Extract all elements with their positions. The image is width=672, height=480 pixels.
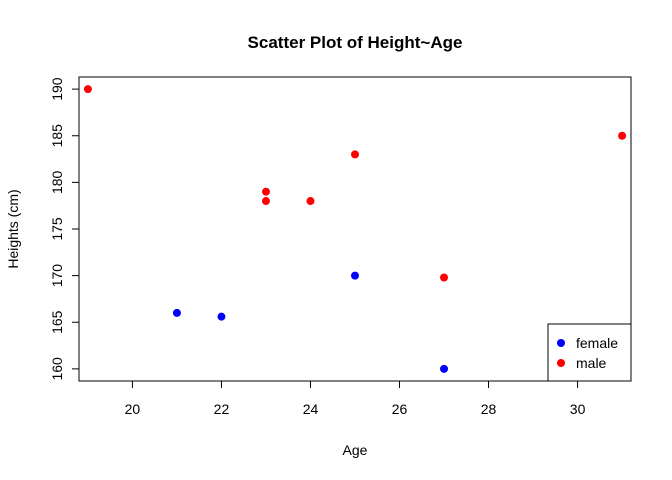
data-point-male xyxy=(618,131,627,140)
x-tick-label: 28 xyxy=(481,401,497,417)
legend-box xyxy=(547,323,632,382)
x-axis-label: Age xyxy=(343,442,368,458)
y-tick-label: 190 xyxy=(49,77,65,101)
y-tick-label: 175 xyxy=(49,217,65,241)
legend-label-female: female xyxy=(576,335,618,351)
x-axis: 20 22 24 26 28 30 xyxy=(125,380,586,417)
data-point-male xyxy=(261,187,270,196)
data-point-male xyxy=(306,197,315,206)
legend-marker-female xyxy=(557,339,565,347)
y-tick-label: 165 xyxy=(49,310,65,334)
y-tick-label: 160 xyxy=(49,357,65,381)
y-axis-label: Heights (cm) xyxy=(5,189,21,268)
data-point-female xyxy=(351,271,359,280)
y-tick-label: 170 xyxy=(49,264,65,288)
legend-marker-male xyxy=(557,359,565,367)
x-tick-label: 26 xyxy=(392,401,408,417)
y-axis: 160 165 170 175 180 185 190 xyxy=(49,77,80,381)
y-tick-label: 180 xyxy=(49,170,65,194)
legend-label-male: male xyxy=(576,355,607,371)
y-tick-label: 185 xyxy=(49,124,65,148)
x-tick-label: 20 xyxy=(125,401,141,417)
data-point-female xyxy=(217,312,226,321)
chart-title: Scatter Plot of Height~Age xyxy=(248,33,463,52)
data-points xyxy=(83,85,627,373)
data-point-male xyxy=(351,150,359,159)
data-point-male xyxy=(83,85,92,94)
x-tick-label: 24 xyxy=(303,401,319,417)
data-point-female xyxy=(172,308,181,317)
legend: female male xyxy=(547,323,632,382)
data-point-female xyxy=(440,364,449,373)
data-point-male xyxy=(440,273,449,282)
data-point-male xyxy=(261,197,270,206)
x-tick-label: 30 xyxy=(570,401,586,417)
x-tick-label: 22 xyxy=(214,401,230,417)
